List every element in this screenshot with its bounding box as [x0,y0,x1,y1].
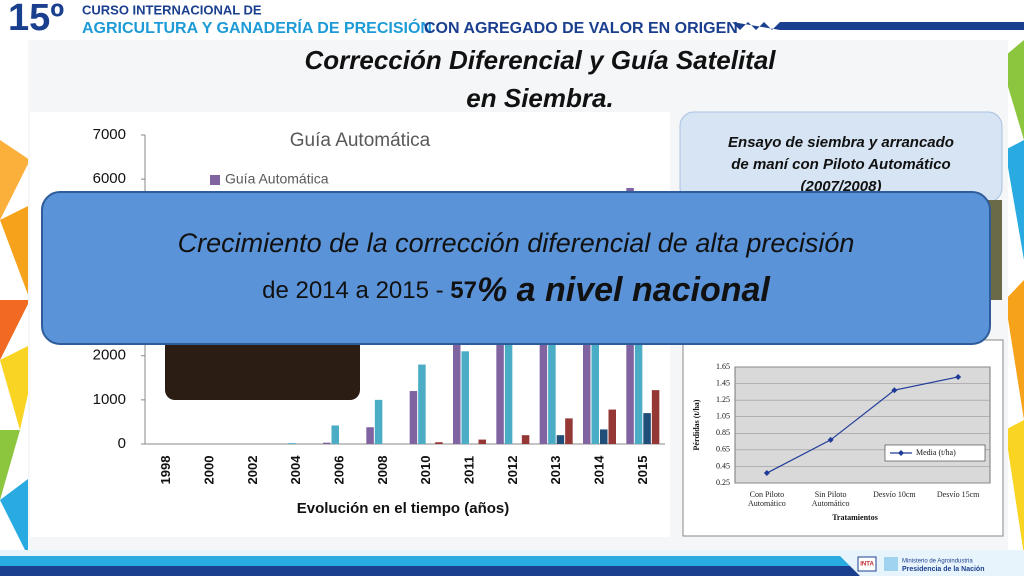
footer-presidency: Presidencia de la Nación [902,566,984,573]
x-tick-label: 2012 [505,456,520,485]
legend-box [884,444,986,462]
chart-title: Guía Automática [290,130,431,151]
legend-label: Media (t/ha) [916,448,956,457]
footer-ministry: Ministerio de Agroindustria [902,559,973,565]
bar [600,429,608,444]
bar [366,427,374,444]
x-tick-label: Con Piloto Automático [747,490,786,508]
footer-stripe [0,566,860,576]
y-axis-title: Pérdidas (t/ha) [692,399,701,450]
y-tick-label: 0.45 [716,461,730,470]
legend-label: Guía Automática [225,171,329,187]
x-tick-label: 2013 [548,456,563,485]
x-tick-label: 2002 [245,456,260,485]
trial-text: Ensayo de siembra y arrancado [728,134,954,151]
bar [565,418,573,444]
bar [453,311,461,444]
bar [521,435,530,444]
logo-box [857,556,877,572]
bar [608,409,616,444]
footer-logo: INTA [860,562,874,568]
y-tick-label: 1.25 [716,395,730,404]
header-number: 15º [8,0,64,39]
trial-text: de maní con Piloto Automático [731,156,950,173]
x-tick-label: 2014 [591,455,606,485]
banner-line2: de 2014 a 2015 - 57% a nivel nacional [262,271,771,309]
slide-title: Corrección Diferencial y Guía Satelital [304,45,776,75]
y-tick-label: 7000 [93,126,126,143]
bar [331,425,339,444]
line-series [766,376,959,474]
bar [323,442,331,444]
bar [548,302,556,444]
bar [504,320,513,444]
legend-marker [898,450,904,456]
bar [496,276,504,444]
y-tick-label: 1000 [93,391,126,408]
bar [556,435,565,444]
trial-text: (2007/2008) [801,178,882,195]
plot-area [734,366,991,484]
banner-prefix: de 2014 a 2015 - [262,277,450,304]
logo-shield [884,557,898,571]
banner-suffix: % a nivel nacional [477,271,771,309]
banner-line1: Crecimiento de la corrección diferencial… [178,228,855,258]
point [891,387,898,394]
footer-stripe [0,556,850,566]
point [763,470,770,477]
x-tick-label: 2004 [288,455,303,485]
x-tick-label: 2010 [418,456,433,485]
bar [288,443,296,444]
x-tick-label: Sin Piloto Automático [811,490,850,508]
slide-title: en Siembra. [466,83,613,113]
bar [418,364,426,444]
banner [41,191,991,345]
legend-swatch [210,175,220,185]
x-tick-label: 2015 [635,456,650,485]
bar [461,351,469,444]
y-tick-label: 6000 [93,170,126,187]
line-chart: 0.25 0.45 0.65 0.85 1.05 1.25 1.45 1.65 Pérdidas… [692,362,991,522]
x-axis-title: Tratamientos [832,513,878,522]
y-tick-label: 2000 [93,347,126,364]
bar [591,289,599,444]
header-line1: CURSO INTERNACIONAL DE [82,2,262,17]
y-tick-label: 0.25 [716,478,730,487]
x-tick-label: Desvío 10cm [873,490,916,499]
header-stripe [732,22,1024,30]
bar [643,413,651,444]
y-tick-label: 0.65 [716,445,730,454]
bar [478,439,486,444]
bar [651,390,660,444]
y-tick-label: 0 [118,435,126,452]
y-tick-label: 1.65 [716,362,730,371]
bar [634,267,643,444]
bar [374,399,383,444]
bar [409,391,418,444]
y-tick-label: 1.45 [716,378,730,387]
x-tick-label: 2006 [331,456,346,485]
bar [435,442,443,444]
banner-percent: 57 [450,277,477,304]
x-tick-label: 1998 [158,456,173,485]
y-tick-label: 1.05 [716,412,730,421]
x-tick-label: 2000 [201,456,216,485]
x-axis-title: Evolución en el tiempo (años) [297,500,510,517]
x-tick-label: 2008 [375,456,390,485]
header-line2a: AGRICULTURA Y GANADERÍA DE PRECISIÓN [82,18,432,37]
point [827,436,834,443]
y-tick-label: 0.85 [716,428,730,437]
x-tick-label: Desvío 15cm [936,490,980,499]
point [955,373,962,380]
header-line2b: CON AGREGADO DE VALOR EN ORIGEN [424,20,738,37]
x-tick-label: 2011 [461,456,476,484]
